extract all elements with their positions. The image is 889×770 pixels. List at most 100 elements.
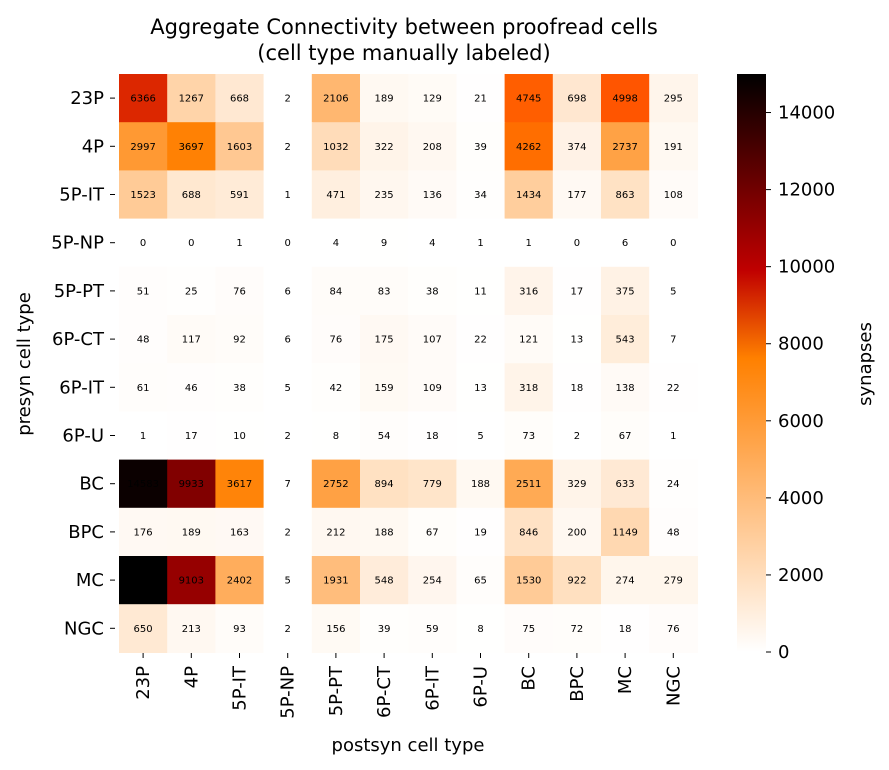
cell-value-label: 48 xyxy=(137,335,150,346)
cell-value-label: 2 xyxy=(285,624,291,635)
heatmap-cell xyxy=(408,363,457,412)
heatmap-cell xyxy=(167,363,216,412)
cell-value-label: 46 xyxy=(185,383,198,394)
cell-value-label: 42 xyxy=(330,383,343,394)
x-tick-label: 6P-IT xyxy=(422,665,443,711)
cell-value-label: 1 xyxy=(236,238,242,249)
x-tick-label: 6P-U xyxy=(471,666,492,708)
cell-value-label: 10 xyxy=(233,431,246,442)
heatmap-cell xyxy=(601,507,650,557)
heatmap-cell xyxy=(263,74,313,123)
cell-value-label: 2 xyxy=(574,431,580,442)
heatmap-cell xyxy=(456,170,506,220)
cell-value-label: 4 xyxy=(333,238,339,249)
y-tick-labels: 23P 4P 5P-IT 5P-NP 5P-PT 6P-CT 6P-IT 6P-U BC BPC M… xyxy=(51,88,115,639)
heatmap-cell xyxy=(119,411,168,461)
cell-value-label: 1149 xyxy=(612,527,637,538)
cell-value-label: 83 xyxy=(378,286,391,297)
cell-value-label: 6366 xyxy=(130,94,155,105)
heatmap-cell xyxy=(360,459,409,509)
heatmap-cell xyxy=(360,122,409,171)
heatmap-cell xyxy=(311,315,361,364)
cell-value-label: 189 xyxy=(375,94,394,105)
cell-value-label: 59 xyxy=(426,624,439,635)
cell-value-label: 76 xyxy=(330,335,343,346)
cell-value-label: 213 xyxy=(182,624,201,635)
heatmap-cell xyxy=(504,507,554,557)
cell-value-label: 117 xyxy=(182,335,201,346)
cell-value-label: 1523 xyxy=(130,190,155,201)
cell-value-label: 76 xyxy=(667,624,680,635)
cell-value-label: 67 xyxy=(426,527,439,538)
cell-value-label: 2737 xyxy=(612,142,637,153)
cell-value-label: 16046 xyxy=(127,576,159,587)
heatmap-cell xyxy=(504,122,554,171)
heatmap-cell xyxy=(311,459,361,509)
cell-value-label: 6 xyxy=(285,286,291,297)
heatmap-cell xyxy=(360,604,409,653)
heatmap-cell xyxy=(456,315,506,364)
x-axis-label: postsyn cell type xyxy=(332,735,485,756)
cell-value-label: 48 xyxy=(667,527,680,538)
colorbar-ticks: 0 2000 4000 6000 8000 10000 12000 14000 xyxy=(766,103,835,663)
heatmap-cell xyxy=(167,266,216,316)
x-tick-label: MC xyxy=(615,666,636,694)
heatmap-cell xyxy=(456,604,506,653)
x-tick-label: 5P-PT xyxy=(326,665,347,716)
chart-subtitle: (cell type manually labeled) xyxy=(257,41,550,65)
heatmap-cell xyxy=(456,411,506,461)
cell-value-label: 633 xyxy=(616,479,635,490)
cell-value-label: 75 xyxy=(522,624,535,635)
heatmap-cell xyxy=(215,266,265,316)
cell-value-label: 543 xyxy=(616,335,635,346)
heatmap-cell xyxy=(263,556,313,605)
cell-value-label: 0 xyxy=(140,238,146,249)
heatmap-cell xyxy=(360,74,409,123)
cell-value-label: 5 xyxy=(285,383,291,394)
heatmap-cell xyxy=(360,218,409,268)
heatmap-cell xyxy=(215,604,265,653)
cell-value-label: 9933 xyxy=(179,479,204,490)
heatmap-cell xyxy=(649,315,698,364)
cell-value-label: 39 xyxy=(378,624,391,635)
heatmap-cell xyxy=(311,507,361,557)
heatmap-cell xyxy=(649,74,698,123)
heatmap-cell xyxy=(167,604,216,653)
heatmap-cell-labels: 6366 1267 668 2 2106 189 129 21 4745 698 4998 29529… xyxy=(127,94,683,635)
heatmap-cell xyxy=(215,315,265,364)
heatmap-cell xyxy=(552,459,602,509)
heatmap-cell xyxy=(552,315,602,364)
heatmap-cell xyxy=(456,266,506,316)
heatmap-cell xyxy=(263,218,313,268)
cell-value-label: 61 xyxy=(137,383,150,394)
cell-value-label: 84 xyxy=(330,286,343,297)
heatmap-cell xyxy=(119,74,168,123)
heatmap-cell xyxy=(601,74,650,123)
cell-value-label: 156 xyxy=(326,624,345,635)
cell-value-label: 279 xyxy=(664,576,683,587)
cell-value-label: 0 xyxy=(285,238,291,249)
cell-value-label: 76 xyxy=(233,286,246,297)
heatmap-cell xyxy=(360,507,409,557)
cell-value-label: 92 xyxy=(233,335,246,346)
heatmap-cell xyxy=(649,218,698,268)
heatmap-cell xyxy=(504,459,554,509)
cell-value-label: 65 xyxy=(474,576,487,587)
heatmap-cell xyxy=(311,122,361,171)
heatmap-cell xyxy=(504,556,554,605)
y-tick-label: 5P-PT xyxy=(54,281,105,302)
y-tick-label: 6P-CT xyxy=(52,329,105,350)
x-tick-label: 4P xyxy=(181,666,202,688)
cell-value-label: 318 xyxy=(519,383,538,394)
heatmap-cell xyxy=(504,315,554,364)
heatmap-cell xyxy=(408,74,457,123)
colorbar-tick-label: 14000 xyxy=(778,103,835,124)
heatmap-cell xyxy=(311,604,361,653)
heatmap-cell xyxy=(167,556,216,605)
cell-value-label: 109 xyxy=(423,383,442,394)
heatmap-cell xyxy=(408,507,457,557)
colorbar-tick-label: 6000 xyxy=(778,411,824,432)
heatmap-cell xyxy=(263,459,313,509)
heatmap-cell xyxy=(360,170,409,220)
y-tick-label: 6P-IT xyxy=(59,377,105,398)
